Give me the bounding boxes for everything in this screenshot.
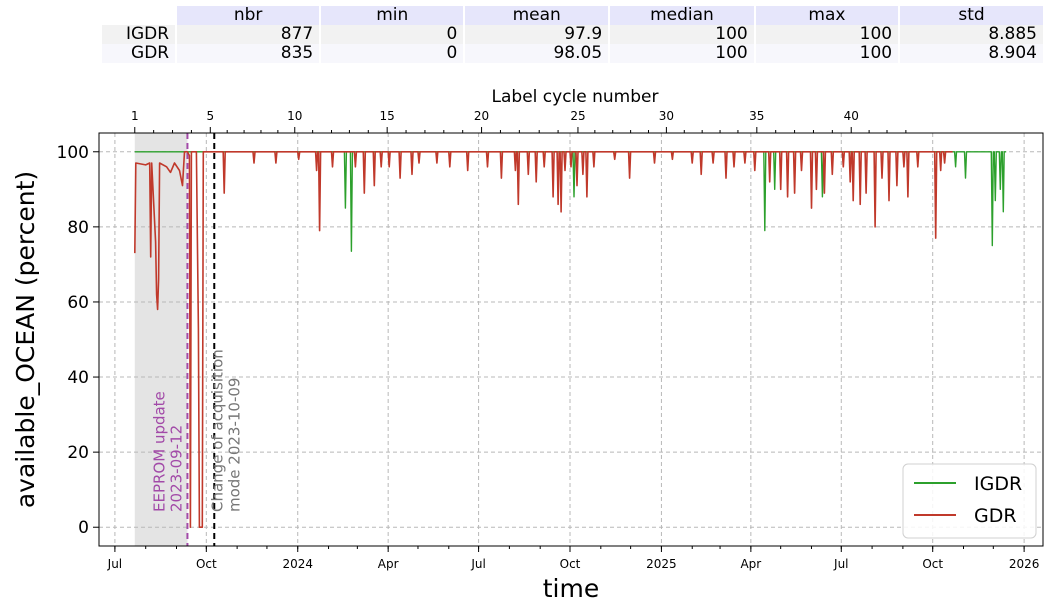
stats-cell: 100 — [755, 25, 899, 44]
grid-layer — [99, 133, 1043, 546]
axes-layer: Jul Oct 2024 Apr Jul Oct 2025 Apr Jul Oct 20260204… — [57, 109, 1040, 571]
stats-header: median — [610, 6, 754, 25]
y-tick-label: 20 — [67, 443, 89, 463]
stats-header: std — [900, 6, 1043, 25]
stats-row-label: GDR — [102, 44, 176, 63]
y-tick-label: 40 — [67, 368, 89, 388]
x-tick-label: Jul — [470, 557, 485, 571]
stats-header: mean — [465, 6, 609, 25]
stats-row-igdr: IGDR 877 0 97.9 100 100 8.885 — [102, 25, 1043, 44]
stats-cell: 0 — [321, 25, 464, 44]
stats-cell: 0 — [321, 44, 464, 63]
stats-cell: 98.05 — [465, 44, 609, 63]
top-axis-label: Label cycle number — [492, 87, 659, 107]
x-tick-label: Oct — [196, 557, 217, 571]
x-axis-label: time — [543, 574, 599, 603]
stats-cell: 97.9 — [465, 25, 609, 44]
y-axis-label: available_OCEAN (percent) — [11, 171, 40, 508]
shaded-period — [134, 133, 188, 546]
shaded-period-layer — [134, 133, 188, 546]
legend-label: IGDR — [974, 473, 1022, 495]
x-tick-label: Jul — [833, 557, 848, 571]
x-tick-label: Oct — [560, 557, 581, 571]
annotation-layer: EEPROM update2023-09-12 Change of acquisi… — [150, 133, 243, 546]
x-tick-label: 2025 — [646, 557, 677, 571]
stats-row-label: IGDR — [102, 25, 176, 44]
top-tick-label: 20 — [474, 109, 489, 123]
stats-header-row: nbr min mean median max std — [102, 6, 1043, 25]
x-tick-label: Jul — [107, 557, 122, 571]
stats-header: nbr — [177, 6, 320, 25]
series-line-igdr — [134, 151, 1007, 252]
y-tick-label: 0 — [78, 518, 89, 538]
series-layer — [134, 151, 1007, 528]
top-tick-label: 1 — [131, 109, 139, 123]
stats-table: nbr min mean median max std IGDR 877 0 9… — [100, 6, 1045, 63]
series-line-gdr — [134, 151, 953, 528]
stats-cell: 100 — [755, 44, 899, 63]
legend: IGDR GDR — [902, 463, 1037, 539]
x-tick-label: Apr — [378, 557, 399, 571]
top-tick-label: 40 — [844, 109, 859, 123]
x-tick-label: 2024 — [282, 557, 313, 571]
stats-cell: 100 — [610, 25, 754, 44]
plot-frame — [98, 132, 1044, 547]
annotation-text: EEPROM update2023-09-12 — [150, 391, 185, 512]
top-tick-label: 5 — [206, 109, 214, 123]
stats-cell: 835 — [177, 44, 320, 63]
stats-cell: 100 — [610, 44, 754, 63]
top-tick-label: 15 — [380, 109, 395, 123]
stats-header: max — [755, 6, 899, 25]
y-tick-label: 80 — [67, 218, 89, 238]
annotation-text: Change of acquisitionmode 2023-10-09 — [208, 349, 243, 512]
stats-header: min — [321, 6, 464, 25]
stats-row-gdr: GDR 835 0 98.05 100 100 8.904 — [102, 44, 1043, 63]
top-tick-label: 30 — [659, 109, 674, 123]
top-tick-label: 25 — [570, 109, 585, 123]
x-tick-label: 2026 — [1009, 557, 1040, 571]
y-tick-label: 100 — [57, 143, 89, 163]
top-tick-label: 35 — [749, 109, 764, 123]
y-tick-label: 60 — [67, 293, 89, 313]
stats-cell: 8.904 — [900, 44, 1043, 63]
top-tick-label: 10 — [287, 109, 302, 123]
x-tick-label: Oct — [922, 557, 943, 571]
stats-cell: 877 — [177, 25, 320, 44]
stats-cell: 8.885 — [900, 25, 1043, 44]
x-tick-label: Apr — [740, 557, 761, 571]
legend-label: GDR — [974, 505, 1017, 527]
